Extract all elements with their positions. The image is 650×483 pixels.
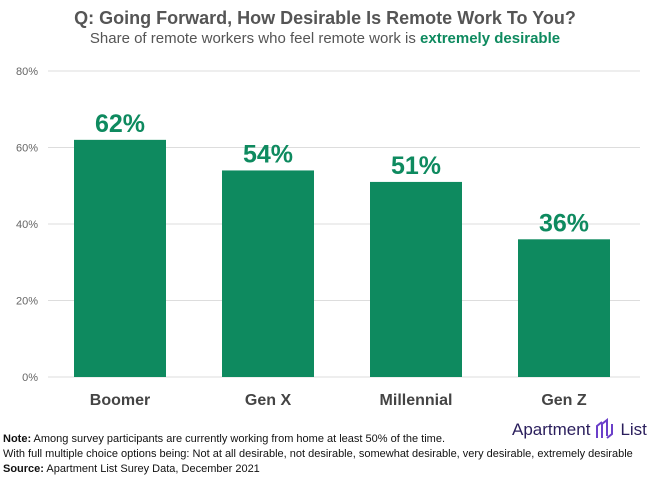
bar (222, 170, 314, 377)
logo-text-left: Apartment (512, 420, 591, 439)
data-label: 51% (391, 152, 441, 180)
y-tick-label: 0% (22, 372, 38, 384)
data-label: 54% (243, 140, 293, 168)
x-tick-label: Millennial (380, 392, 453, 409)
source-text: Apartment List Surey Data, December 2021 (43, 463, 260, 475)
y-tick-label: 40% (16, 219, 38, 231)
logo-icon (596, 418, 614, 439)
note-text: Among survey participants are currently … (31, 433, 446, 445)
y-tick-label: 80% (16, 66, 38, 78)
data-label: 62% (95, 110, 145, 138)
x-tick-label: Gen X (245, 392, 292, 409)
bar (370, 181, 462, 377)
bar (518, 239, 610, 377)
subtitle-text: Share of remote workers who feel remote … (89, 30, 421, 47)
apartment-list-logo: Apartment List (512, 418, 647, 442)
chart-title: Q: Going Forward, How Desirable Is Remot… (74, 8, 576, 28)
options-text: With full multiple choice options being:… (3, 448, 633, 460)
x-tick-label: Gen Z (541, 392, 587, 409)
x-tick-label: Boomer (90, 392, 150, 409)
footnotes: Note: Among survey participants are curr… (3, 432, 633, 477)
data-label: 36% (539, 209, 589, 237)
y-tick-label: 20% (16, 296, 38, 308)
chart-subtitle: Share of remote workers who feel remote … (0, 30, 650, 47)
note-label: Note: (3, 433, 32, 445)
logo-text-right: List (620, 420, 647, 439)
bar (74, 139, 166, 377)
subtitle-highlight: extremely desirable (420, 30, 561, 47)
y-tick-label: 60% (16, 143, 38, 155)
source-label: Source: (3, 463, 44, 475)
